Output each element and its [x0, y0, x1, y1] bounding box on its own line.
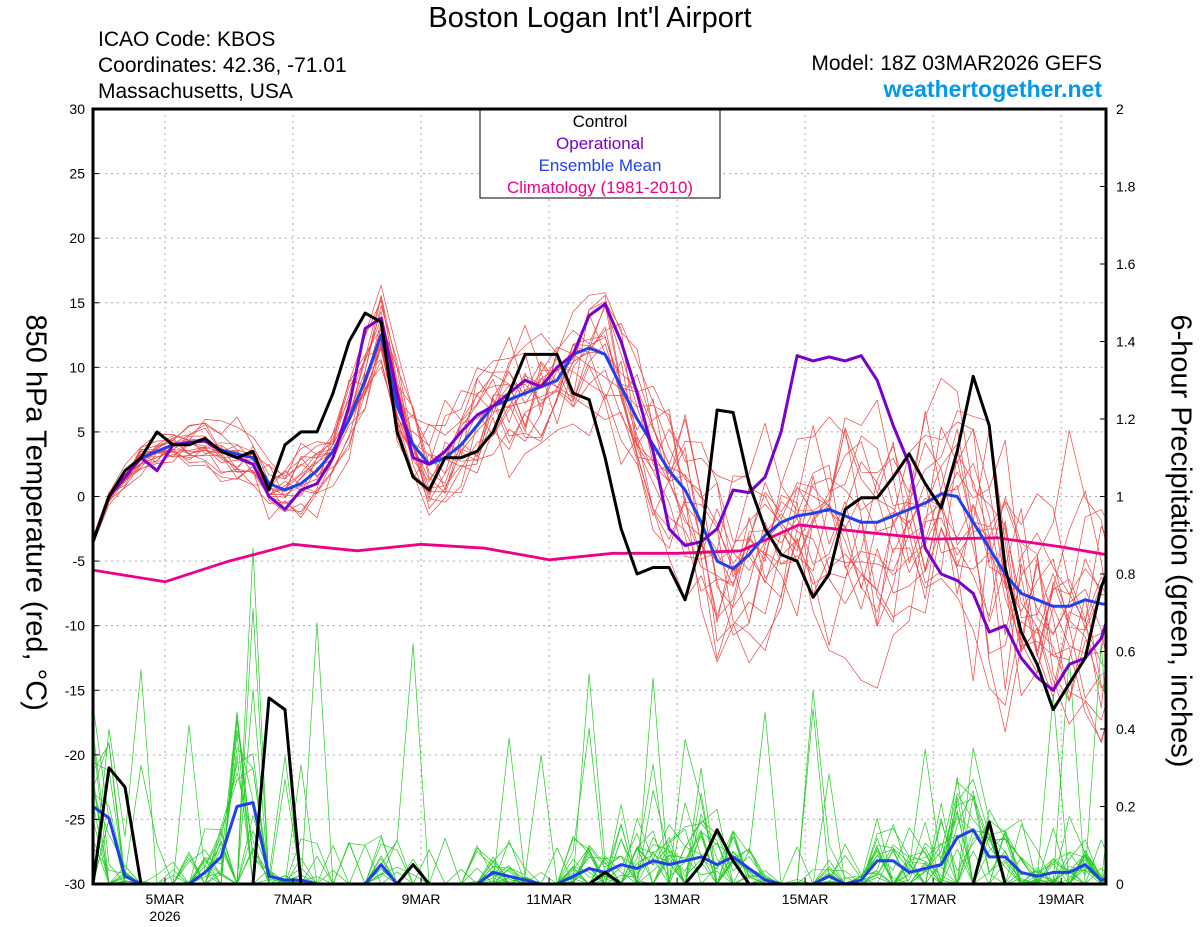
temp-member-line: [93, 313, 1106, 702]
y-tick-label: 20: [69, 230, 85, 246]
precip-member-line: [93, 705, 1106, 884]
legend-entry: Control: [573, 112, 628, 131]
y-tick-label: -20: [65, 747, 85, 763]
y-tick-label: -10: [65, 618, 85, 634]
coordinates: Coordinates: 42.36, -71.01: [98, 54, 347, 77]
x-tick-label: 11MAR: [526, 891, 572, 907]
precip-member-line: [93, 724, 1106, 884]
y2-tick-label: 0.6: [1116, 644, 1136, 660]
y2-tick-label: 1.4: [1116, 334, 1136, 350]
y-tick-label: -30: [65, 876, 85, 892]
temp-member-line: [93, 327, 1106, 691]
ensemble-members: [93, 284, 1106, 884]
axis-ticks: 302520151050-5-10-15-20-25-3021.81.61.41…: [65, 101, 1136, 924]
temp-member-line: [93, 305, 1106, 721]
y-tick-label: 15: [69, 295, 85, 311]
icao-code: ICAO Code: KBOS: [98, 28, 276, 51]
y2-tick-label: 1.2: [1116, 411, 1136, 427]
y2-tick-label: 0.8: [1116, 566, 1136, 582]
y-tick-label: -5: [73, 553, 86, 569]
x-tick-label: 19MAR: [1038, 891, 1085, 907]
legend: Control Operational Ensemble Mean Climatolo…: [479, 109, 721, 199]
climatology-temp-line: [93, 523, 1106, 584]
y2-tick-label: 1.8: [1116, 179, 1136, 195]
main-series: [93, 302, 1106, 884]
temp-member-line: [93, 321, 1106, 698]
y2-tick-label: 0: [1116, 876, 1124, 892]
legend-box: [479, 109, 721, 199]
x-tick-sublabel: 2026: [149, 908, 180, 924]
y2-tick-label: 1.6: [1116, 256, 1136, 272]
x-tick-label: 7MAR: [274, 891, 313, 907]
temp-member-line: [93, 328, 1106, 697]
y2-tick-label: 2: [1116, 101, 1124, 117]
precip-member-line: [93, 739, 1106, 884]
operational-temp-line: [93, 302, 1106, 692]
y-tick-label: 0: [77, 489, 85, 505]
control-temp-line: [93, 311, 1106, 712]
x-tick-label: 17MAR: [910, 891, 957, 907]
y-tick-label: 5: [77, 424, 85, 440]
y-tick-label: -15: [65, 682, 85, 698]
x-tick-label: 13MAR: [654, 891, 701, 907]
control-precip-line: [93, 696, 1106, 884]
y2-tick-label: 1: [1116, 489, 1124, 505]
x-tick-label: 15MAR: [782, 891, 829, 907]
y-tick-label: 25: [69, 166, 85, 182]
region: Massachusetts, USA: [98, 80, 293, 103]
site-link[interactable]: weathertogether.net: [883, 76, 1102, 102]
y-tick-label: 30: [69, 101, 85, 117]
temp-member-line: [93, 295, 1106, 697]
x-tick-label: 5MAR: [146, 891, 185, 907]
legend-entry: Climatology (1981-2010): [507, 178, 693, 197]
legend-entry: Operational: [556, 134, 644, 153]
y-tick-label: -25: [65, 811, 85, 827]
chart-title: Boston Logan Int'l Airport: [428, 2, 752, 34]
y2-tick-label: 0.2: [1116, 799, 1136, 815]
ensemble-mean-temp-line: [93, 333, 1106, 608]
model-run: Model: 18Z 03MAR2026 GEFS: [811, 52, 1102, 75]
legend-entry: Ensemble Mean: [539, 156, 662, 175]
precip-member-line: [93, 712, 1106, 884]
y2-tick-label: 0.4: [1116, 721, 1136, 737]
x-tick-label: 9MAR: [402, 891, 441, 907]
temp-member-line: [93, 306, 1106, 664]
temp-member-line: [93, 295, 1106, 706]
temp-member-line: [93, 345, 1106, 709]
ensemble-mean-precip-line: [93, 801, 1106, 884]
y-tick-label: 10: [69, 359, 85, 375]
